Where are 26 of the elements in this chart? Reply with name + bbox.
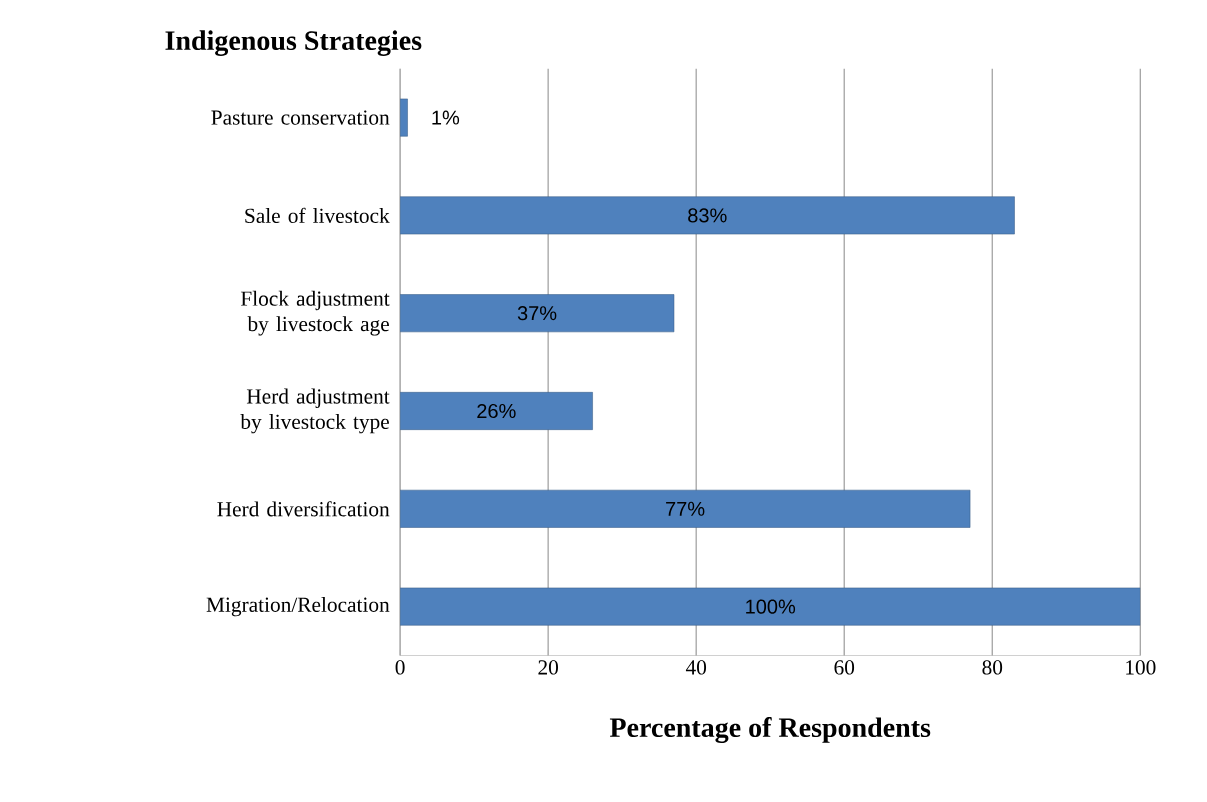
y-tick-label: Pasture conservation — [211, 110, 390, 125]
x-tick-label: 20 — [538, 660, 559, 675]
x-tick-label: 100 — [1126, 660, 1156, 675]
y-tick-label: Migration/Relocation — [206, 596, 390, 617]
y-tick-label: Sale of livestock — [245, 207, 390, 223]
data-label: 77% — [666, 501, 705, 516]
y-tick-label: Flock adjustment by livestock age — [240, 290, 390, 336]
bar — [400, 391, 593, 430]
x-tick-label: 60 — [834, 660, 855, 675]
x-tick-label: 80 — [982, 660, 1003, 675]
y-tick-label: Herd adjustment by livestock type — [240, 388, 390, 434]
y-tick-label: Herd diversification — [217, 501, 390, 517]
bar — [400, 489, 971, 528]
data-label: 37% — [517, 306, 557, 321]
data-label: 26% — [477, 403, 516, 418]
bar — [400, 196, 1015, 235]
x-tick-label: 0 — [395, 660, 405, 675]
data-label: 100% — [746, 599, 796, 614]
data-label: 83% — [688, 208, 727, 223]
data-label: 1% — [432, 110, 460, 125]
bar — [400, 294, 675, 333]
x-tick-label: 40 — [685, 660, 707, 675]
x-axis-title: Percentage of Respondents — [609, 717, 931, 743]
y-axis-title: Indigenous Strategies — [165, 30, 422, 56]
bar — [400, 587, 1141, 626]
bar — [400, 98, 408, 137]
